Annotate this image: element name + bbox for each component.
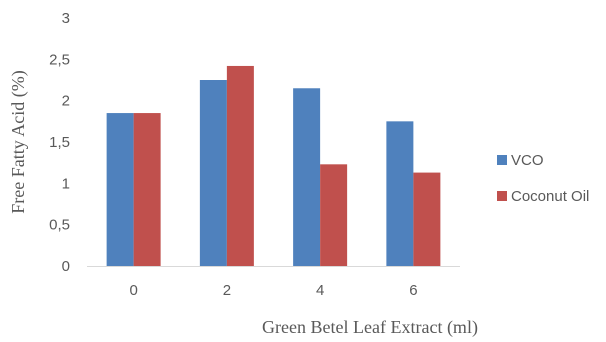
y-axis-ticks: 0 0,5 1 1,5 2 2,5 3 [49,10,70,275]
y-tick-label: 3 [62,10,70,27]
bar-coconut-oil-0 [133,113,161,266]
bar-vco-0 [106,113,134,266]
legend-label: Coconut Oil [511,188,589,205]
x-tick-label: 0 [129,282,137,299]
bar-vco-2 [199,80,227,266]
y-tick-label: 2,5 [49,51,70,68]
x-axis-ticks: 0 2 4 6 [129,282,417,299]
legend-label: VCO [511,152,544,169]
bar-vco-4 [293,88,321,267]
x-tick-label: 4 [316,282,324,299]
bar-coconut-oil-4 [320,164,348,266]
x-tick-label: 2 [223,282,231,299]
legend: VCO Coconut Oil [497,152,589,205]
bars [106,65,441,267]
x-tick-label: 6 [409,282,417,299]
y-tick-label: 0 [62,258,70,275]
y-tick-label: 0,5 [49,217,70,234]
bar-vco-6 [386,121,414,266]
y-tick-label: 1,5 [49,134,70,151]
bar-coconut-oil-2 [226,65,254,267]
legend-swatch [497,155,507,165]
y-axis-title: Free Fatty Acid (%) [8,70,29,213]
legend-swatch [497,191,507,201]
x-axis-title: Green Betel Leaf Extract (ml) [262,317,478,338]
y-tick-label: 1 [62,175,70,192]
bar-coconut-oil-6 [413,172,441,266]
y-tick-label: 2 [62,93,70,110]
